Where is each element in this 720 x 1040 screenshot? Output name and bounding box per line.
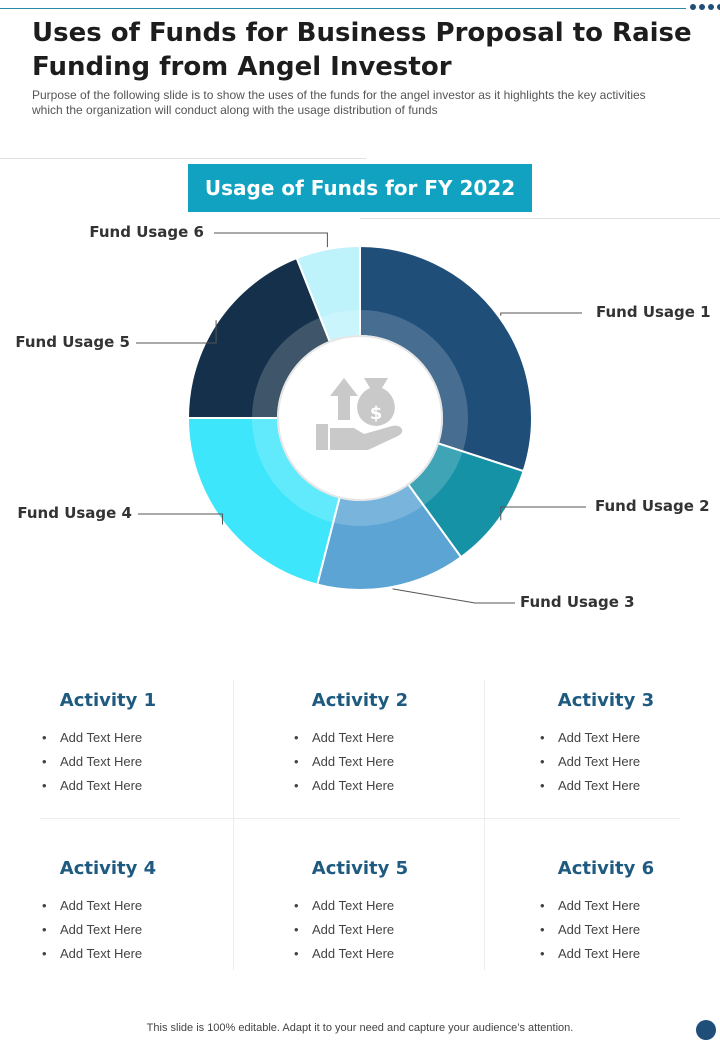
- activity-card: Activity 3 Add Text Here Add Text Here A…: [506, 688, 706, 802]
- dot-icon: [708, 4, 714, 10]
- activity-bullet: Add Text Here: [536, 922, 706, 938]
- activity-bullet: Add Text Here: [38, 898, 208, 914]
- activity-bullet: Add Text Here: [536, 754, 706, 770]
- leader-line: [392, 588, 515, 604]
- dot-icon: [699, 4, 705, 10]
- slice-label: Fund Usage 5: [15, 333, 130, 351]
- activity-bullet: Add Text Here: [536, 898, 706, 914]
- dot-icon: [717, 4, 720, 10]
- footer-note: This slide is 100% editable. Adapt it to…: [146, 1022, 574, 1034]
- leader-line: [500, 312, 582, 316]
- activity-bullet: Add Text Here: [536, 730, 706, 746]
- activity-bullet: Add Text Here: [290, 898, 460, 914]
- activity-bullet: Add Text Here: [536, 946, 706, 962]
- activity-bullet: Add Text Here: [290, 778, 460, 794]
- divider: [360, 218, 720, 219]
- leader-line: [138, 513, 224, 525]
- slice-label: Fund Usage 1: [596, 303, 711, 321]
- activity-bullet: Add Text Here: [290, 754, 460, 770]
- slice-label: Fund Usage 6: [89, 223, 204, 241]
- slice-label: Fund Usage 3: [520, 593, 635, 611]
- activity-bullet: Add Text Here: [290, 946, 460, 962]
- dot-icon: [690, 4, 696, 10]
- money-bag-hand-icon: $: [316, 378, 403, 450]
- activity-bullet: Add Text Here: [38, 754, 208, 770]
- activity-bullet: Add Text Here: [38, 730, 208, 746]
- activity-bullet: Add Text Here: [38, 778, 208, 794]
- activity-bullet: Add Text Here: [38, 946, 208, 962]
- activity-bullet: Add Text Here: [290, 730, 460, 746]
- activity-bullet: Add Text Here: [536, 778, 706, 794]
- activity-card: Activity 5 Add Text Here Add Text Here A…: [260, 856, 460, 970]
- activity-title: Activity 3: [557, 690, 655, 711]
- activity-bullet: Add Text Here: [290, 922, 460, 938]
- activity-title: Activity 4: [59, 858, 157, 879]
- chart-title: Usage of Funds for FY 2022: [188, 164, 532, 212]
- grid-divider: [484, 680, 485, 970]
- slide-title: Uses of Funds for Business Proposal to R…: [32, 18, 692, 82]
- activity-bullet: Add Text Here: [38, 922, 208, 938]
- activity-title: Activity 5: [311, 858, 409, 879]
- corner-dot-icon: [696, 1020, 716, 1040]
- activity-card: Activity 6 Add Text Here Add Text Here A…: [506, 856, 706, 970]
- slice-label: Fund Usage 2: [595, 497, 710, 515]
- svg-text:$: $: [370, 403, 383, 424]
- divider: [0, 158, 366, 159]
- leader-line: [500, 506, 586, 521]
- top-rule: [0, 8, 686, 9]
- activity-title: Activity 1: [59, 690, 157, 711]
- donut-hub: [277, 335, 443, 501]
- activity-card: Activity 1 Add Text Here Add Text Here A…: [8, 688, 208, 802]
- slice-label: Fund Usage 4: [17, 504, 132, 522]
- activity-card: Activity 4 Add Text Here Add Text Here A…: [8, 856, 208, 970]
- activity-card: Activity 2 Add Text Here Add Text Here A…: [260, 688, 460, 802]
- dots-decoration: [690, 4, 720, 10]
- slide-subtitle: Purpose of the following slide is to sho…: [32, 88, 646, 117]
- activity-title: Activity 6: [557, 858, 655, 879]
- grid-divider: [40, 818, 680, 819]
- activity-title: Activity 2: [311, 690, 409, 711]
- leader-line: [214, 232, 328, 248]
- leader-line: [136, 320, 217, 344]
- grid-divider: [233, 680, 234, 970]
- fund-usage-donut-chart: Fund Usage 1 Fund Usage 2 Fund Usage 3 Fund…: [15, 223, 711, 611]
